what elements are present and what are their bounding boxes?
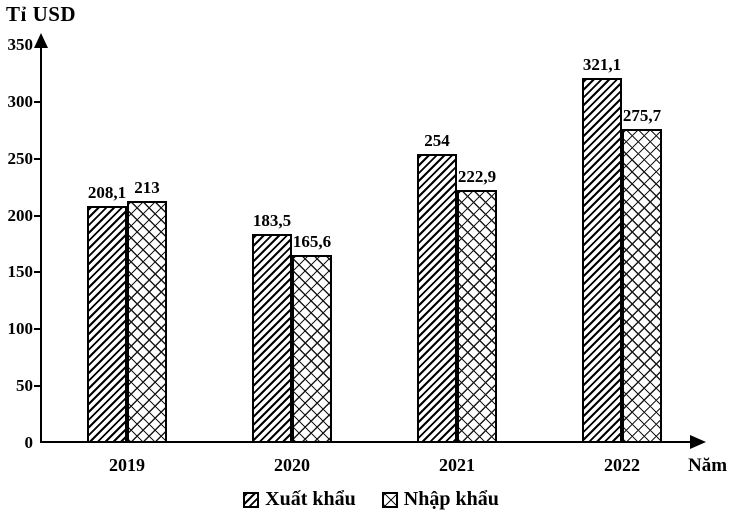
bar-import-2022 — [622, 129, 662, 443]
bar-value-label: 321,1 — [582, 54, 622, 74]
bar-export-2020 — [252, 234, 292, 443]
y-tick-label: 100 — [7, 319, 34, 339]
y-tick-label: 50 — [16, 376, 33, 396]
y-tick-mark — [34, 271, 42, 274]
bar-export-2021 — [417, 154, 457, 443]
y-tick-mark — [34, 385, 42, 388]
y-tick-label: 250 — [7, 148, 34, 168]
y-axis-arrow-icon — [34, 33, 48, 48]
x-category-label: 2020 — [274, 455, 310, 475]
export-hatch-swatch-icon — [243, 491, 260, 508]
import-crosshatch-swatch-icon — [381, 491, 398, 508]
x-category-label: 2019 — [109, 455, 145, 475]
legend-label-export: Xuất khẩu — [265, 488, 356, 510]
bar-value-label: 165,6 — [292, 231, 332, 251]
bar-import-2021 — [457, 189, 497, 443]
bar-value-label: 275,7 — [622, 106, 662, 126]
y-tick-label: 350 — [7, 35, 34, 54]
y-tick-label: 150 — [7, 262, 34, 282]
x-axis-title: Năm — [688, 455, 728, 476]
bar-value-label: 254 — [424, 131, 450, 151]
x-axis-arrow-icon — [690, 435, 706, 449]
bar-import-2020 — [292, 254, 332, 443]
y-axis-line — [40, 44, 42, 443]
bar-export-2019 — [87, 206, 127, 443]
x-category-label: 2022 — [604, 455, 640, 475]
y-axis-title: Tỉ USD — [6, 2, 77, 26]
y-tick-mark — [34, 157, 42, 160]
y-tick-label: 300 — [7, 91, 34, 111]
y-tick-label: 0 — [24, 433, 34, 452]
legend-label-import: Nhập khẩu — [403, 488, 499, 510]
bar-value-label: 213 — [134, 177, 160, 197]
y-tick-mark — [34, 328, 42, 331]
bar-value-label: 183,5 — [252, 211, 292, 231]
y-tick-mark — [34, 100, 42, 103]
legend-item-export: Xuất khẩu — [243, 488, 356, 511]
bar-import-2019 — [127, 200, 167, 443]
x-category-label: 2021 — [439, 455, 475, 475]
bar-value-label: 208,1 — [87, 183, 127, 203]
bar-value-label: 222,9 — [457, 166, 497, 186]
x-axis-line — [41, 441, 692, 443]
y-tick-mark — [34, 214, 42, 217]
legend: Xuất khẩu Nhập khẩu — [0, 488, 742, 511]
y-tick-label: 200 — [7, 205, 34, 225]
bar-export-2022 — [582, 77, 622, 443]
legend-item-import: Nhập khẩu — [381, 488, 499, 511]
